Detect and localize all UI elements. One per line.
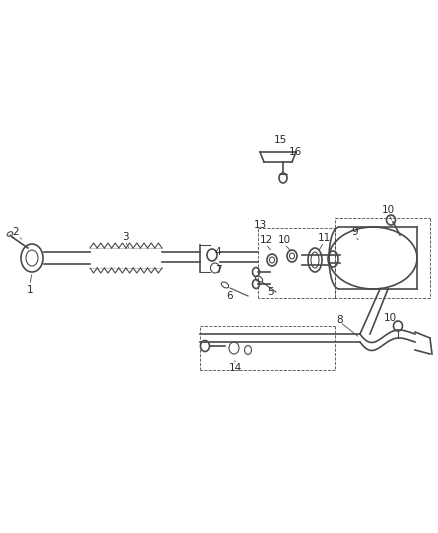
- Text: 10: 10: [277, 235, 290, 245]
- Text: 6: 6: [227, 291, 233, 301]
- Text: 9: 9: [352, 227, 358, 237]
- Text: 3: 3: [122, 232, 128, 242]
- Text: 14: 14: [228, 363, 242, 373]
- Text: 1: 1: [27, 285, 33, 295]
- Text: 12: 12: [259, 235, 272, 245]
- Text: 10: 10: [383, 313, 396, 323]
- Text: 7: 7: [215, 265, 221, 275]
- Text: 13: 13: [253, 220, 267, 230]
- Text: 4: 4: [215, 247, 221, 257]
- Text: 2: 2: [13, 227, 19, 237]
- Text: 11: 11: [318, 233, 331, 243]
- Text: 15: 15: [273, 135, 286, 145]
- Text: 5: 5: [267, 287, 273, 297]
- Text: 8: 8: [337, 315, 343, 325]
- Text: 16: 16: [288, 147, 302, 157]
- Text: 10: 10: [381, 205, 395, 215]
